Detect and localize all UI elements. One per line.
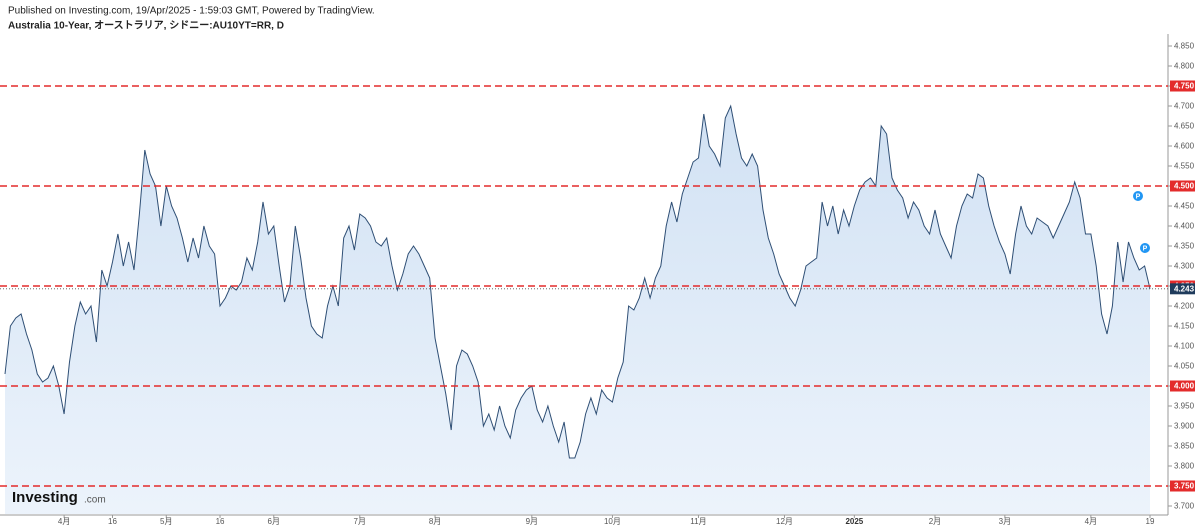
level-label-box xyxy=(1170,480,1195,492)
price-line xyxy=(4,104,1151,459)
x-tick-label: 4月 xyxy=(1085,517,1097,526)
x-tick-label: 5月 xyxy=(160,517,172,526)
event-label[interactable]: P xyxy=(1136,193,1141,200)
logo: Investing .com xyxy=(12,489,106,506)
y-tick-label: 4.700 xyxy=(1174,102,1195,111)
y-tick-label: 4.500 xyxy=(1174,182,1195,191)
instrument-title: Australia 10-Year, オーストラリア, シドニー:AU10YT=… xyxy=(8,20,284,32)
logo-suffix: .com xyxy=(84,495,106,506)
x-tick-label: 4月 xyxy=(58,517,70,526)
level-label-box xyxy=(1170,180,1195,192)
y-tick-label: 4.200 xyxy=(1174,302,1195,311)
logo-brand: Investing xyxy=(12,489,78,506)
x-tick-label: 16 xyxy=(216,517,225,526)
x-tick-label: 10月 xyxy=(604,517,621,526)
y-tick-label: 3.850 xyxy=(1174,442,1195,451)
event-label[interactable]: P xyxy=(1143,245,1148,252)
event-dot[interactable] xyxy=(1133,191,1143,201)
level-label-box xyxy=(1170,380,1195,392)
x-tick-label: 7月 xyxy=(354,517,366,526)
y-tick-label: 3.800 xyxy=(1174,462,1195,471)
x-tick-label: 16 xyxy=(108,517,117,526)
x-tick-label: 9月 xyxy=(526,517,538,526)
y-tick-label: 4.850 xyxy=(1174,42,1195,51)
area-fill xyxy=(5,106,1150,514)
y-tick-label: 4.050 xyxy=(1174,362,1195,371)
x-tick-label: 2025 xyxy=(845,517,863,526)
level-label-box xyxy=(1170,80,1195,92)
y-tick-label: 3.900 xyxy=(1174,422,1195,431)
last-value-label: 4.243 xyxy=(1174,284,1195,293)
y-tick-label: 4.450 xyxy=(1174,202,1195,211)
event-dot[interactable] xyxy=(1140,243,1150,253)
y-tick-label: 4.600 xyxy=(1174,142,1195,151)
y-tick-label: 4.150 xyxy=(1174,322,1195,331)
y-tick-label: 4.100 xyxy=(1174,342,1195,351)
y-tick-label: 3.750 xyxy=(1174,482,1195,491)
y-tick-label: 3.950 xyxy=(1174,402,1195,411)
x-tick-label: 2月 xyxy=(929,517,941,526)
x-tick-label: 3月 xyxy=(999,517,1011,526)
y-tick-label: 4.000 xyxy=(1174,382,1195,391)
x-tick-label: 19 xyxy=(1146,517,1155,526)
y-tick-label: 4.300 xyxy=(1174,262,1195,271)
y-tick-label: 3.700 xyxy=(1174,502,1195,511)
x-tick-label: 8月 xyxy=(429,517,441,526)
y-tick-label: 4.550 xyxy=(1174,162,1195,171)
y-tick-label: 4.800 xyxy=(1174,62,1195,71)
event-marker[interactable]: P xyxy=(1133,191,1143,201)
y-tick-label: 4.750 xyxy=(1174,82,1195,91)
y-tick-label: 4.400 xyxy=(1174,222,1195,231)
event-marker[interactable]: P xyxy=(1140,243,1150,253)
last-value-box xyxy=(1170,283,1195,295)
x-tick-label: 12月 xyxy=(776,517,793,526)
y-tick-label: 4.650 xyxy=(1174,122,1195,131)
published-note: Published on Investing.com, 19/Apr/2025 … xyxy=(8,6,375,17)
x-tick-label: 11月 xyxy=(690,517,706,526)
y-tick-label: 4.350 xyxy=(1174,242,1195,251)
x-tick-label: 6月 xyxy=(268,517,280,526)
plot-area xyxy=(4,104,1151,514)
